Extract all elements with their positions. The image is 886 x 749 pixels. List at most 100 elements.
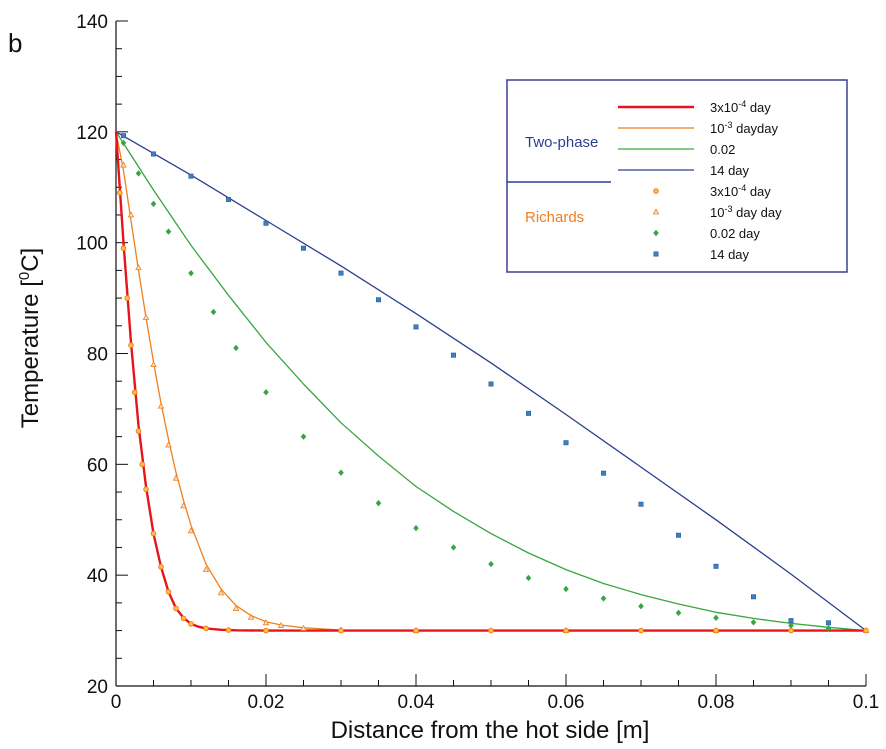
data-point [301,245,306,251]
data-point [413,524,419,532]
y-axis-title-main: Temperature [ [17,280,44,428]
legend-entry: 0.02 [618,142,735,157]
data-point [413,627,419,634]
data-point [120,161,127,168]
data-point [788,627,794,634]
legend-entry: 3x10-4 day [653,183,771,199]
data-point [116,189,123,196]
data-point [863,627,869,634]
legend-box [506,79,848,273]
legend-entry: 14 day [618,163,750,178]
data-point [128,342,134,348]
data-point [675,609,682,617]
legend-label-base: 10 [710,205,724,220]
series-line [115,131,867,632]
data-point [788,618,794,624]
series-7 [121,133,831,626]
legend-label-tail: day [746,184,771,199]
legend-label-base: 3x10 [710,184,738,199]
data-point [217,589,225,596]
y-axis-title-sup: 0 [16,272,33,280]
legend-label: 3x10-4 day [710,183,771,199]
x-tick-label: 0.02 [248,692,285,713]
data-point [124,295,131,301]
data-point [300,624,307,631]
y-tick-label: 120 [76,123,108,144]
data-point [142,313,150,320]
data-point [172,474,180,481]
data-point [165,588,172,595]
legend-label-sup: -4 [738,99,746,109]
data-point [203,625,209,632]
panel-label: b [8,28,22,58]
data-point [150,200,157,208]
x-tick-label: 0.04 [398,692,435,713]
series-2 [115,131,867,632]
data-point [150,530,157,537]
data-point [638,627,644,634]
y-tick-label: 100 [76,234,108,255]
data-point [131,389,138,396]
data-point [210,308,217,316]
legend-label-sup: -3 [724,204,732,214]
series-line [115,131,866,632]
data-point [263,220,269,226]
y-axis-title: Temperature [0C] [16,248,44,428]
data-point [750,619,757,626]
data-point [788,622,794,629]
data-point [263,389,269,396]
series-1 [115,131,866,632]
data-point [751,594,756,600]
data-point [638,603,644,610]
legend-label: 3x10-4 day [710,99,771,115]
legend-entry: 3x10-4 day [618,99,771,115]
data-point [135,428,142,434]
y-tick-label: 60 [87,455,108,476]
data-point [233,344,239,352]
y-tick-label: 20 [87,677,108,698]
data-point [135,170,142,177]
legend-entry: 10-3 dayday [618,120,779,136]
legend-label-sup: -3 [724,120,732,130]
legend-label-tail: day [746,100,771,115]
data-point [180,615,187,622]
series-6 [120,139,832,632]
data-point [120,139,127,147]
data-point [563,627,569,634]
series-4 [116,189,869,634]
legend-swatch-marker [653,251,659,257]
data-point [563,585,569,593]
data-point [488,381,494,387]
legend-label-base: 10 [710,121,724,136]
data-point [263,627,269,634]
legend-label-sup: -4 [738,183,746,193]
data-point [338,270,344,276]
legend-label: 14 day [710,247,750,262]
data-point [262,619,270,626]
data-point [526,410,531,416]
data-point [139,461,146,468]
data-point [188,621,194,627]
data-point [713,563,719,569]
legend-label-tail: day day [732,205,782,220]
data-point [151,151,156,157]
data-point [226,196,231,202]
data-point [188,269,194,277]
legend-label-base: 3x10 [710,100,738,115]
data-point [525,574,532,582]
legend-label: 14 day [710,163,750,178]
legend-swatch-marker [653,229,659,237]
data-point [188,173,194,179]
x-axis-title: Distance from the hot side [m] [331,717,650,744]
series-layer [114,131,870,634]
data-point [157,402,165,409]
data-point [713,614,719,622]
legend-label-base: 14 day [710,247,750,262]
data-point [413,324,419,330]
y-axis-ticks: 20 40 60 80 100 120 140 [76,12,128,698]
data-point [135,263,142,271]
y-tick-label: 80 [87,345,108,366]
legend-label-base: 0.02 day [710,226,760,241]
